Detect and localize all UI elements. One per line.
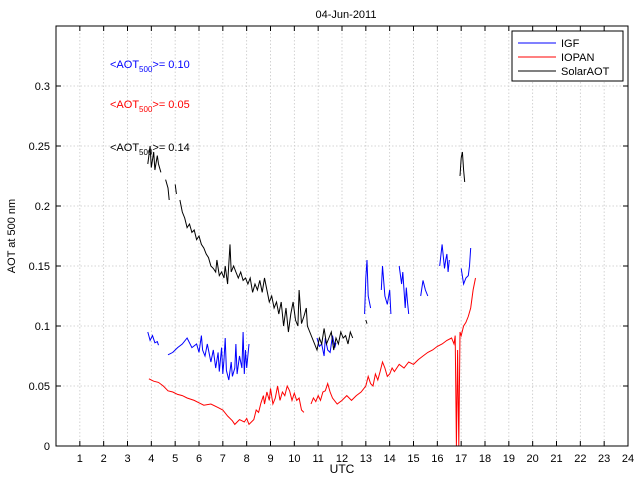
x-tick-label: 13 <box>360 453 372 465</box>
plot-frame <box>55 25 629 447</box>
x-tick-label: 16 <box>431 453 443 465</box>
series-line-segment <box>174 184 177 195</box>
x-tick-label: 4 <box>148 453 154 465</box>
x-tick-label: 17 <box>455 453 467 465</box>
chart-title: 04-Jun-2011 <box>316 9 377 21</box>
x-tick-label: 11 <box>312 453 323 465</box>
x-tick-label: 14 <box>384 453 396 465</box>
x-axis-label: UTC <box>330 462 355 476</box>
series-solaraot <box>147 145 466 352</box>
y-tick-label: 0.2 <box>35 201 50 213</box>
y-tick-label: 0.15 <box>29 261 50 273</box>
y-tick-label: 0.1 <box>35 321 50 333</box>
series-line-segment <box>364 259 372 315</box>
aot-annotation: <AOT500>= 0.14 <box>110 142 190 157</box>
aot-annotation: <AOT500>= 0.05 <box>110 99 190 114</box>
x-tick-label: 20 <box>527 453 539 465</box>
legend-label: SolarAOT <box>561 66 610 78</box>
series-line-segment <box>460 247 472 286</box>
series-line-segment <box>459 151 466 183</box>
series-line-segment <box>167 331 250 381</box>
x-tick-label: 21 <box>550 453 562 465</box>
x-tick-label: 23 <box>598 453 610 465</box>
x-tick-label: 5 <box>172 453 178 465</box>
x-tick-label: 6 <box>196 453 202 465</box>
series-line-segment <box>165 179 170 201</box>
x-tick-label: 18 <box>479 453 491 465</box>
x-tick-label: 24 <box>622 453 634 465</box>
series-iopan <box>148 277 476 447</box>
y-tick-label: 0.3 <box>35 81 50 93</box>
y-tick-label: 0.25 <box>29 141 50 153</box>
y-tick-label: 0 <box>44 441 50 453</box>
series-line-segment <box>310 277 476 447</box>
legend-box <box>511 30 624 82</box>
x-tick-label: 9 <box>267 453 273 465</box>
y-tick-label: 0.05 <box>29 381 50 393</box>
x-tick-label: 2 <box>101 453 107 465</box>
y-axis-ticks: 0 0.05 0.1 0.15 0.2 0.25 0.3 <box>29 81 628 453</box>
aot-annotation: <AOT500>= 0.10 <box>110 59 190 74</box>
series-line-segment <box>398 265 410 315</box>
series-line-segment <box>420 280 429 297</box>
x-tick-label: 22 <box>574 453 586 465</box>
series-line-segment <box>147 331 159 346</box>
series-line-segment <box>365 319 368 324</box>
legend: IGF IOPAN SolarAOT <box>511 30 624 82</box>
x-tick-label: 19 <box>503 453 515 465</box>
series-igf <box>147 244 472 381</box>
x-tick-label: 8 <box>244 453 250 465</box>
grid-lines <box>56 26 629 446</box>
x-tick-label: 12 <box>336 453 348 465</box>
aot-annotations: <AOT500>= 0.10 <AOT500>= 0.05 <AOT500>= 0.… <box>110 59 190 157</box>
legend-label: IOPAN <box>561 52 594 64</box>
x-axis-ticks: 1 2 3 4 5 6 7 8 9 10 11 12 13 14 15 16 17 18 19 20 21 22 23 24 <box>77 26 634 465</box>
x-tick-label: 3 <box>124 453 130 465</box>
series-line-segment <box>179 199 354 352</box>
y-axis-label: AOT at 500 nm <box>6 199 18 273</box>
x-tick-label: 1 <box>77 453 83 465</box>
series-line-segment <box>439 244 450 273</box>
legend-label: IGF <box>561 38 580 50</box>
series-line-segment <box>148 378 305 426</box>
series-lines <box>147 145 476 447</box>
series-line-segment <box>380 265 392 315</box>
series-line-segment <box>147 145 162 173</box>
x-tick-label: 10 <box>288 453 300 465</box>
x-tick-label: 7 <box>220 453 226 465</box>
x-tick-label: 15 <box>407 453 419 465</box>
